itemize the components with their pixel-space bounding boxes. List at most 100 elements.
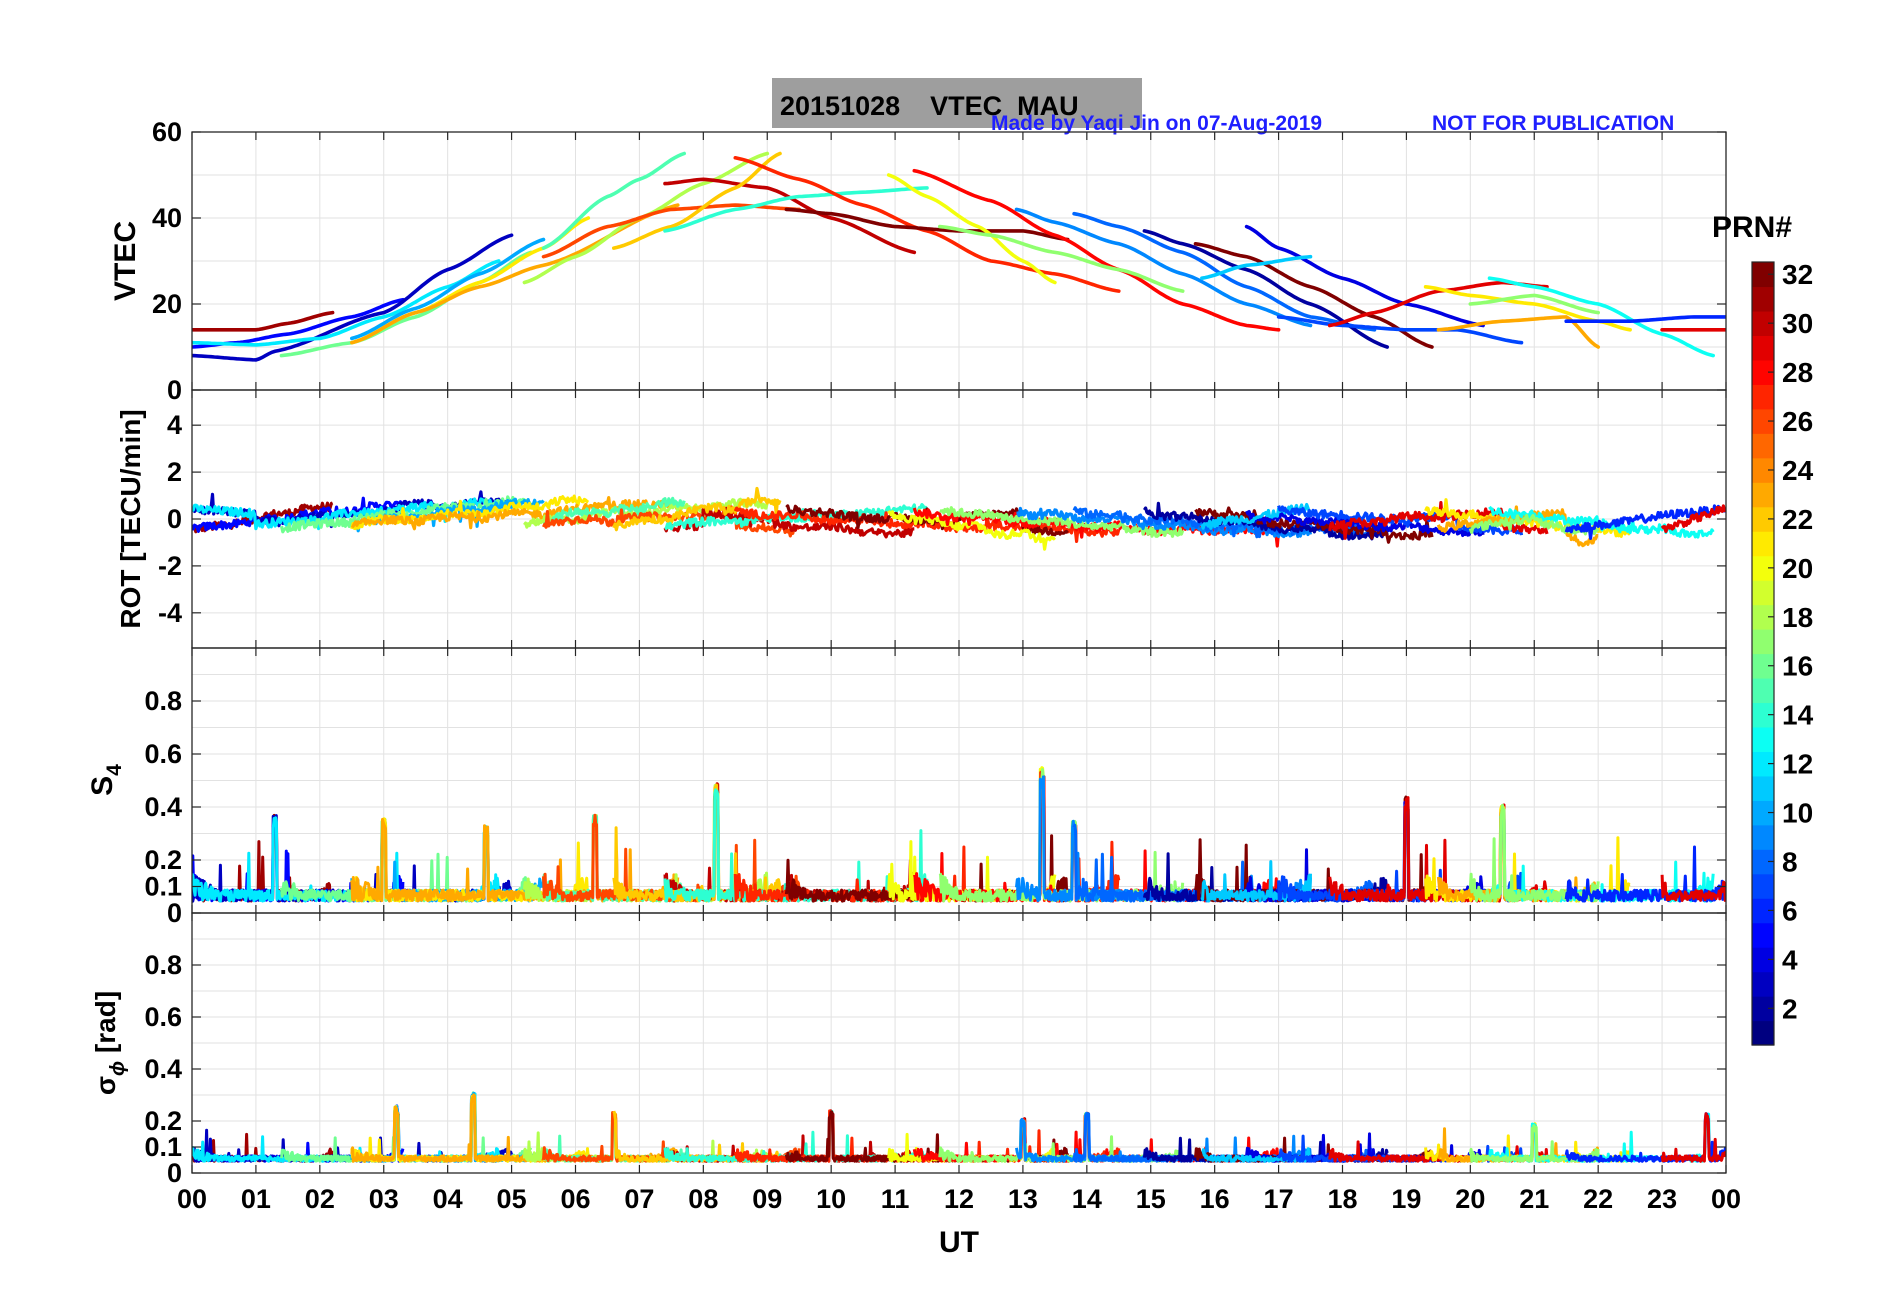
colorbar-frame: [1751, 261, 1775, 1046]
rot-line-prn-15: [542, 496, 686, 528]
y-tick-label: 40: [152, 203, 182, 233]
vtec-line-prn-11: [1200, 254, 1313, 280]
vtec-line-prn-20: [886, 173, 1057, 285]
s4-ylabel: S4: [86, 764, 126, 796]
title-box: [772, 78, 1142, 128]
colorbar-cell: [1752, 433, 1774, 459]
colorbar-cell: [1752, 359, 1774, 385]
y-tick-label: 0.2: [144, 845, 182, 875]
vtec-line-prn-13: [1487, 276, 1715, 358]
x-tick-label: 15: [1136, 1184, 1166, 1214]
vtec-line-prn-8: [1072, 211, 1377, 332]
x-tick-label: 09: [752, 1184, 782, 1214]
vtec-line-prn-27: [733, 156, 1121, 293]
colorbar-cell: [1752, 384, 1774, 410]
colorbar-tick-label: 22: [1782, 504, 1813, 535]
x-axis-label: UT: [939, 1226, 979, 1259]
y-tick-label: 0.2: [144, 1106, 182, 1136]
colorbar-tick-label: 10: [1782, 798, 1813, 829]
s4-panel: [192, 766, 1726, 903]
x-tick-label: 03: [369, 1184, 399, 1214]
colorbar-tick-label: 20: [1782, 553, 1813, 584]
colorbar-cell: [1752, 677, 1774, 704]
rot-line-prn-22: [612, 486, 782, 532]
rot-line-prn-7: [1277, 505, 1524, 536]
rot-line-prn-32: [1194, 506, 1434, 544]
colorbar-cell: [1752, 335, 1774, 361]
colorbar-tick-label: 16: [1782, 651, 1813, 682]
vtec-line-prn-7: [1276, 315, 1524, 345]
y-tick-label: 60: [152, 117, 182, 147]
rot-line-prn-29: [1660, 504, 1726, 534]
rot-line-prn-16: [279, 495, 533, 534]
y-tick-label: 0.4: [144, 1054, 182, 1084]
colorbar-cell: [1752, 580, 1774, 606]
s4-line-prn-29: [1660, 874, 1726, 902]
x-tick-label: 17: [1264, 1184, 1294, 1214]
colorbar-cell: [1752, 604, 1774, 630]
colorbar-tick-label: 4: [1782, 944, 1798, 975]
vtec-line-prn-28: [912, 168, 1281, 332]
rot-line-prn-20: [887, 508, 1056, 551]
vtec-line-prn-14: [663, 186, 929, 233]
x-tick-label: 11: [881, 1184, 910, 1214]
vtec-line-prn-10: [350, 237, 546, 341]
rot-line-prn-23: [350, 496, 680, 531]
notice-text: NOT FOR PUBLICATION: [1432, 112, 1674, 135]
colorbar-cell: [1752, 800, 1774, 826]
rot-panel: [192, 486, 1726, 551]
vtec-line-prn-17: [938, 224, 1185, 293]
colorbar-cell: [1752, 457, 1774, 483]
colorbar-cell: [1752, 506, 1774, 532]
y-tick-label: 0.4: [144, 792, 182, 822]
y-tick-label: 0.6: [144, 1002, 182, 1032]
x-tick-label: 21: [1519, 1184, 1549, 1214]
x-tick-label: 16: [1200, 1184, 1230, 1214]
x-tick-label: 01: [241, 1184, 271, 1214]
sigma-phi-ylabel: σϕ [rad]: [90, 991, 129, 1095]
x-tick-label: 06: [560, 1184, 590, 1214]
vtec-line-prn-17: [1468, 293, 1600, 315]
sigma-line-prn-29: [1660, 1112, 1726, 1163]
x-tick-label: 04: [433, 1184, 463, 1214]
y-tick-label: 20: [152, 289, 182, 319]
colorbar-cell: [1752, 653, 1774, 679]
rot-line-prn-30: [663, 506, 915, 539]
vtec-panel: [192, 151, 1726, 362]
colorbar-tick-label: 6: [1782, 895, 1798, 926]
colorbar-title: PRN#: [1712, 211, 1792, 244]
colorbar-cell: [1752, 702, 1774, 728]
vtec-line-prn-23: [350, 203, 680, 345]
x-tick-label: 20: [1455, 1184, 1485, 1214]
x-tick-label: 18: [1327, 1184, 1357, 1214]
colorbar-cell: [1752, 996, 1774, 1022]
colorbar-tick-label: 12: [1782, 749, 1813, 780]
vtec-line-prn-9: [1014, 207, 1313, 328]
colorbar-cell: [1752, 849, 1774, 875]
colorbar-cell: [1752, 286, 1774, 312]
rot-line-prn-14: [664, 503, 929, 531]
s4-line-prn-20: [887, 766, 1057, 903]
y-tick-label: 0: [167, 504, 182, 534]
colorbar-tick-label: 14: [1782, 700, 1814, 731]
colorbar-cell: [1752, 873, 1774, 899]
x-tick-label: 13: [1008, 1184, 1038, 1214]
vtec-ylabel: VTEC: [109, 221, 142, 301]
y-tick-label: 0: [167, 1158, 182, 1188]
vtec-line-prn-32: [1193, 242, 1434, 349]
colorbar-cell: [1752, 531, 1774, 557]
svg-text:σϕ [rad]: σϕ [rad]: [90, 991, 129, 1095]
colorbar-cell: [1752, 898, 1774, 924]
colorbar-cell: [1752, 262, 1774, 288]
y-tick-label: 0.1: [144, 1132, 182, 1162]
colorbar-cell: [1752, 629, 1774, 655]
vtec-line-prn-4: [1244, 224, 1485, 328]
vtec-line-prn-22: [612, 151, 782, 250]
colorbar-cell: [1752, 775, 1774, 801]
colorbar-tick-label: 18: [1782, 602, 1813, 633]
colorbar-cell: [1752, 947, 1774, 973]
vtec-line-prn-6: [1564, 315, 1726, 323]
colorbar-cell: [1752, 1020, 1774, 1046]
